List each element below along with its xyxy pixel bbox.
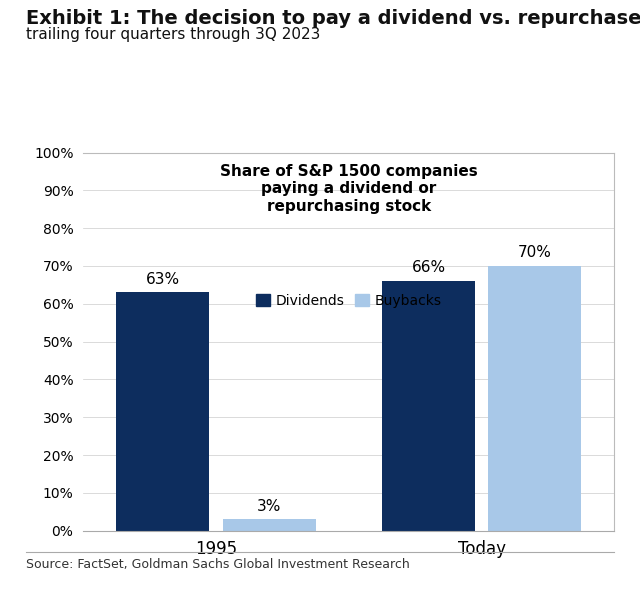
- Bar: [382, 281, 475, 531]
- Text: Source: FactSet, Goldman Sachs Global Investment Research: Source: FactSet, Goldman Sachs Global In…: [26, 558, 410, 571]
- Text: 66%: 66%: [412, 260, 445, 276]
- Text: 70%: 70%: [518, 245, 552, 260]
- Bar: [223, 519, 316, 531]
- Text: 3%: 3%: [257, 499, 282, 514]
- Legend: Dividends, Buybacks: Dividends, Buybacks: [250, 288, 447, 313]
- Text: 63%: 63%: [146, 272, 180, 287]
- Bar: [488, 266, 581, 531]
- Bar: [116, 292, 209, 531]
- Text: Exhibit 1: The decision to pay a dividend vs. repurchase shares: Exhibit 1: The decision to pay a dividen…: [26, 9, 640, 28]
- Text: trailing four quarters through 3Q 2023: trailing four quarters through 3Q 2023: [26, 27, 320, 43]
- Text: Share of S&P 1500 companies
paying a dividend or
repurchasing stock: Share of S&P 1500 companies paying a div…: [220, 164, 477, 213]
